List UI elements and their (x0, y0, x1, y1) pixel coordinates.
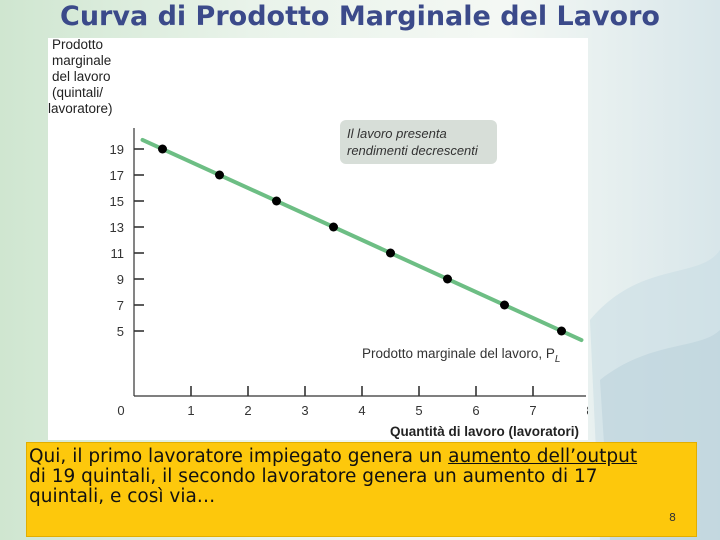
y-axis-label-line: Prodotto (52, 38, 103, 52)
series-label-name: Prodotto marginale del lavoro, P (362, 346, 555, 361)
data-point (500, 300, 509, 310)
x-tick-label: 4 (358, 403, 365, 418)
caption-part-2: di 19 quintali, il secondo lavoratore ge… (29, 466, 598, 507)
x-tick-label: 3 (301, 403, 308, 418)
y-tick-label: 9 (117, 272, 124, 287)
y-tick-label: 15 (110, 194, 124, 209)
x-tick-label: 0 (117, 403, 124, 418)
marginal-product-chart: Prodotto marginale del lavoro (quintali/… (48, 38, 588, 439)
caption-box: Qui, il primo lavoratore impiegato gener… (26, 442, 697, 537)
slide-number: 8 (669, 511, 676, 524)
annotation-text: Il lavoro presenta rendimenti decrescent… (347, 126, 479, 158)
y-axis-label-line: del lavoro (52, 69, 111, 84)
y-tick-label: 19 (110, 142, 124, 157)
slide-title: Curva di Prodotto Marginale del Lavoro (60, 1, 660, 32)
x-tick-label: 5 (415, 403, 422, 418)
y-tick-label: 5 (117, 324, 124, 339)
y-axis-label: Prodotto marginale del lavoro (quintali/… (48, 38, 115, 116)
y-tick-label: 11 (111, 246, 125, 261)
y-tick-label: 17 (110, 168, 124, 183)
caption-part-1: Qui, il primo lavoratore impiegato gener… (29, 446, 449, 467)
x-tick-label: 1 (187, 403, 194, 418)
annotation-line-1: Il lavoro presenta (347, 126, 447, 141)
x-tick-label: 7 (529, 403, 536, 418)
annotation-box (340, 120, 497, 164)
data-point (329, 222, 338, 232)
y-axis-label-line: (quintali/ (52, 85, 103, 100)
data-point (386, 248, 395, 258)
y-tick-label: 7 (117, 298, 124, 313)
x-tick-label: 8 (586, 403, 588, 418)
series-label: Prodotto marginale del lavoro, PL (362, 346, 560, 365)
y-tick-label: 13 (110, 220, 124, 235)
y-axis-label-line: lavoratore) (48, 101, 113, 116)
data-point (443, 274, 452, 284)
y-axis-label-line: marginale (52, 53, 111, 68)
x-tick-label: 2 (244, 403, 251, 418)
data-point (557, 326, 566, 336)
caption-underlined-phrase: aumento dell’output (448, 446, 638, 467)
data-point (272, 196, 281, 206)
annotation-line-2: rendimenti decrescenti (347, 143, 479, 158)
series-line (140, 137, 584, 343)
chart-panel: Prodotto marginale del lavoro (quintali/… (48, 38, 588, 440)
series-label-subscript: L (555, 354, 561, 365)
data-point (158, 144, 167, 154)
x-axis-label: Quantità di lavoro (lavoratori) (390, 424, 579, 439)
data-point (215, 170, 224, 180)
x-tick-label: 6 (472, 403, 479, 418)
caption-text: Qui, il primo lavoratore impiegato gener… (29, 447, 649, 507)
